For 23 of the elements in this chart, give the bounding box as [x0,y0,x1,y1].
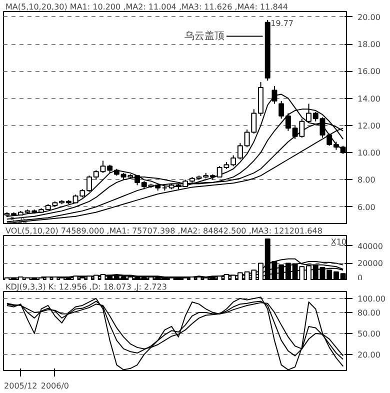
y-tick-label: 10.00 [358,148,380,158]
chart-title: MA(5,10,20,30) MA1: 10.200 ,MA2: 11.004 ,MA3: 11.626 ,MA4: 11.844 [6,2,288,12]
y-tick-label: 14.00 [358,94,380,104]
y-tick-label: 18.00 [358,40,380,50]
x-tick-label: 2005/12 [4,382,38,390]
y-tick-label: 6.00 [358,202,376,212]
chart-title: VOL(5,10,20) 74589.000 ,MA1: 75707.398 ,MA2: 84842.500 ,MA3: 121201.648 [6,226,322,236]
y-tick-label: 20.00 [358,12,380,22]
chart-title: KDJ(9,3,3) K: 12.956 ,D: 18.073 ,J: 2.723 [6,282,167,292]
annotation: 5.25 [10,216,28,226]
x-tick-label: 2006/0 [40,382,70,390]
y-tick-label: 12.00 [358,121,380,130]
y-tick-label: 80.00 [358,308,380,318]
annotation: 19.77 [270,19,294,28]
annotation: 乌云盖顶 [184,30,224,42]
y-tick-label: 20000 [358,259,383,268]
y-tick-label: 16.00 [358,67,380,76]
y-tick-label: 20.00 [358,350,380,360]
annotation: X10 [330,238,347,246]
y-tick-label: 50.00 [358,329,380,338]
y-tick-label: 100.00 [358,294,386,304]
y-tick-label: 40000 [358,242,383,251]
y-tick-label: 8.00 [358,176,376,185]
